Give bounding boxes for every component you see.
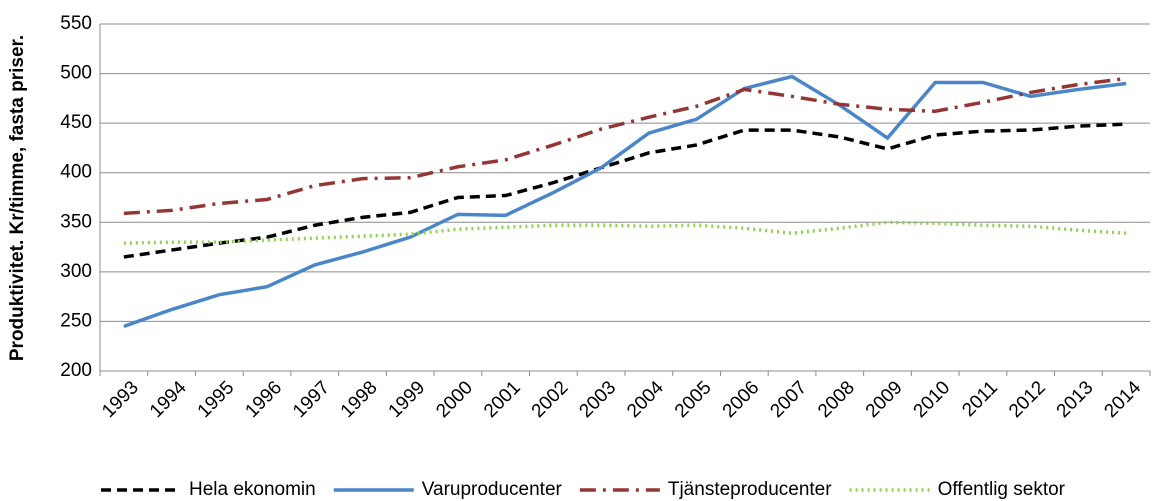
y-tick-label: 300 [60, 261, 92, 282]
x-tick-label: 2007 [766, 377, 811, 422]
x-tick-label: 1994 [146, 377, 191, 422]
x-tick-label: 2003 [575, 377, 620, 422]
x-tick-label: 2006 [719, 377, 764, 422]
y-tick-label: 350 [60, 211, 92, 232]
series-line [123, 122, 1127, 259]
x-tick-label: 2005 [671, 377, 716, 422]
y-tick-label: 500 [60, 63, 92, 84]
legend-label: Hela ekonomin [189, 479, 316, 500]
x-tick-label: 2004 [623, 377, 668, 422]
x-tick-label: 2009 [862, 377, 907, 422]
x-tick-label: 1995 [194, 377, 239, 422]
x-tick-label: 2002 [528, 377, 573, 422]
x-tick-label: 1993 [98, 377, 143, 422]
series-line [123, 76, 1127, 216]
x-tick-label: 2000 [432, 377, 477, 422]
legend-label: Tjänsteproducenter [668, 479, 832, 500]
series-line [123, 74, 1127, 329]
x-tick-label: 1998 [337, 377, 382, 422]
x-tick-label: 2012 [1005, 377, 1050, 422]
y-tick-label: 250 [60, 310, 92, 331]
y-tick-label: 200 [60, 360, 92, 381]
y-axis-title: Produktivitet. Kr/timme, fasta priser. [7, 35, 28, 361]
x-tick-label: 2008 [814, 377, 859, 422]
x-tick-label: 2010 [910, 377, 955, 422]
legend-label: Offentlig sektor [938, 479, 1066, 500]
x-tick-label: 2001 [480, 377, 525, 422]
x-tick-label: 2014 [1100, 377, 1145, 422]
legend-label: Varuproducenter [422, 479, 563, 500]
series-line [123, 220, 1127, 245]
x-tick-label: 2011 [958, 377, 1002, 421]
x-tick-label: 1999 [385, 377, 430, 422]
x-tick-label: 1996 [241, 377, 286, 422]
x-tick-label: 1997 [289, 377, 334, 422]
y-tick-label: 400 [60, 162, 92, 183]
y-tick-label: 450 [60, 112, 92, 133]
y-tick-label: 550 [60, 13, 92, 34]
x-tick-label: 2013 [1053, 377, 1098, 422]
